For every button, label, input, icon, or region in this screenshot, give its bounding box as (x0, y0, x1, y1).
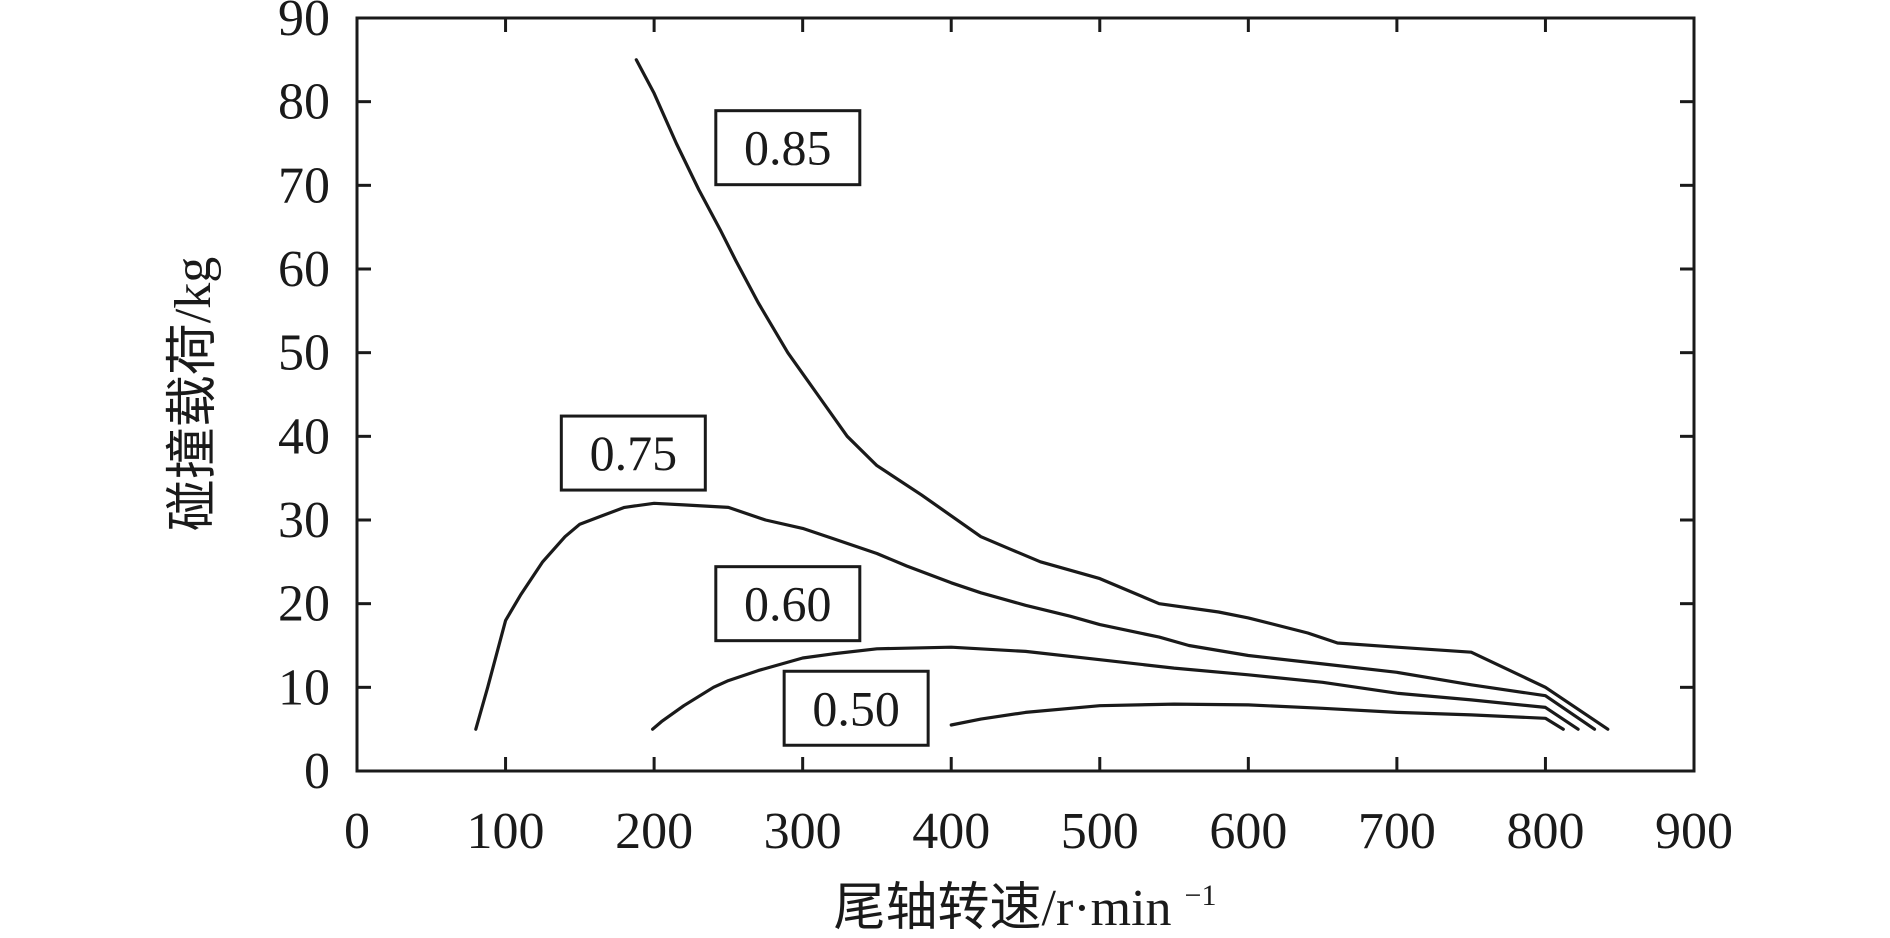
series-label-box-0-75 (559, 414, 707, 492)
series-line-0-85 (634, 58, 1610, 731)
y-tick-label: 20 (278, 576, 330, 633)
y-tick-label: 60 (278, 241, 330, 298)
y-tick-label: 80 (278, 74, 330, 131)
y-tick-label: 0 (304, 743, 330, 800)
series-line-0-75 (474, 501, 1597, 731)
x-axis-title-main: 尾轴转速/r·min (834, 880, 1172, 937)
y-tick-label: 50 (278, 325, 330, 382)
axis-ticks: 0 100 200 300 400 500 600 700 800 900 0 10 20 30 40 50 6… (278, 0, 1733, 860)
y-tick-label: 70 (278, 157, 330, 214)
x-tick-label: 400 (912, 803, 990, 860)
y-axis-title: 碰撞载荷/kg (165, 257, 222, 531)
series-label-box-0-50 (782, 669, 930, 747)
series-labels: 0.85 0.75 0.60 0.50 (559, 109, 930, 747)
x-tick-label: 700 (1358, 803, 1436, 860)
series-line-0-60 (650, 645, 1580, 731)
series-label-0-60: 0.60 (744, 576, 832, 632)
y-tick-label: 90 (278, 0, 330, 47)
y-axis-title-text: 碰撞载荷/kg (165, 257, 222, 531)
y-tick-label: 30 (278, 492, 330, 549)
x-axis-title: 尾轴转速/r·min −1 (834, 879, 1217, 937)
series-label-box-0-60 (714, 565, 862, 643)
x-tick-label: 0 (344, 803, 370, 860)
chart-series (474, 58, 1610, 731)
x-tick-label: 200 (615, 803, 693, 860)
series-label-box-0-85 (714, 109, 862, 187)
series-line-0-50 (949, 702, 1565, 731)
x-tick-label: 500 (1061, 803, 1139, 860)
y-tick-label: 10 (278, 659, 330, 716)
y-tick-label: 40 (278, 408, 330, 465)
x-tick-label: 600 (1209, 803, 1287, 860)
x-axis-title-superscript: −1 (1185, 879, 1217, 912)
plot-frame (355, 16, 1696, 773)
x-tick-label: 900 (1655, 803, 1733, 860)
series-label-0-85: 0.85 (744, 120, 832, 176)
x-tick-label: 100 (467, 803, 545, 860)
series-label-0-50: 0.50 (812, 680, 900, 736)
series-label-0-75: 0.75 (590, 425, 678, 481)
x-tick-label: 300 (764, 803, 842, 860)
x-tick-label: 800 (1506, 803, 1584, 860)
